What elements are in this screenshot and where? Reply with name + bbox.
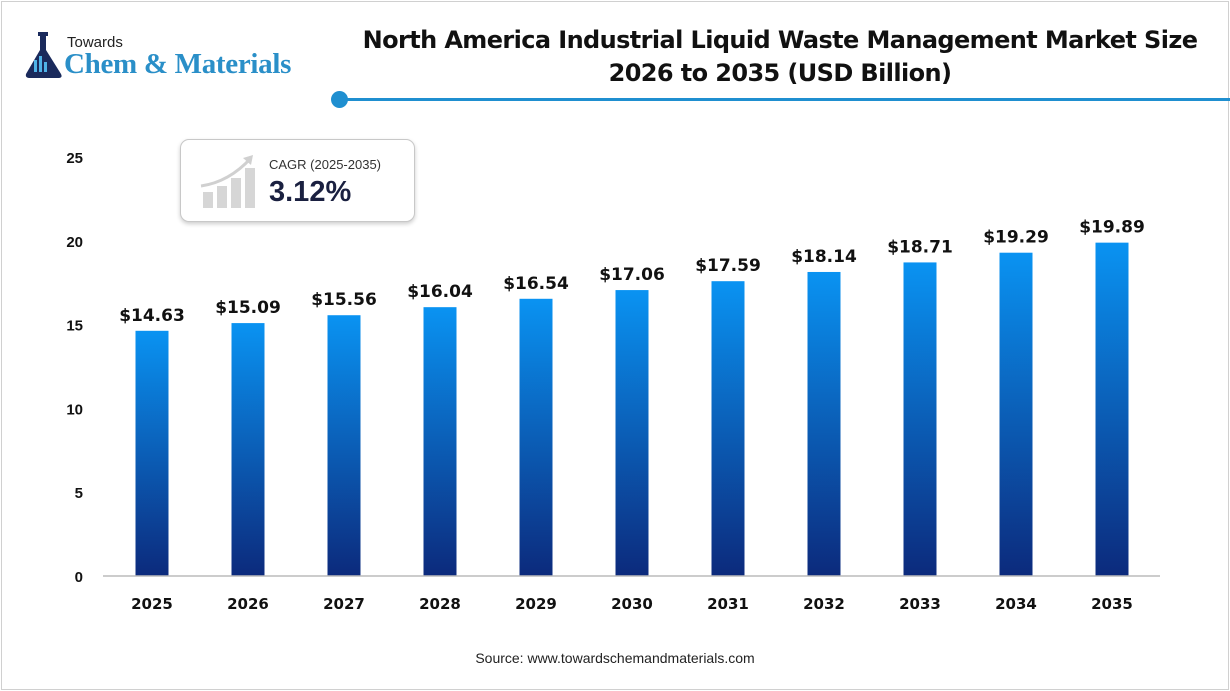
x-tick-label: 2030	[611, 595, 653, 613]
source-text: Source: www.towardschemandmaterials.com	[475, 650, 755, 666]
title-rule	[340, 98, 1230, 101]
y-tick-label: 5	[75, 485, 83, 502]
data-label: $15.09	[215, 298, 281, 318]
y-tick-label: 25	[66, 150, 83, 167]
x-tick-label: 2026	[227, 595, 269, 613]
y-tick-label: 15	[66, 318, 83, 335]
bar-2027	[327, 315, 361, 576]
data-label: $15.56	[311, 290, 377, 310]
bar-2031	[711, 281, 745, 576]
data-label: $17.59	[695, 256, 761, 276]
x-tick-label: 2027	[323, 595, 365, 613]
bar-2025	[135, 330, 169, 576]
x-tick-label: 2029	[515, 595, 557, 613]
x-tick-label: 2032	[803, 595, 845, 613]
x-tick-label: 2034	[995, 595, 1037, 613]
x-tick-label: 2033	[899, 595, 941, 613]
data-label: $17.06	[599, 265, 665, 285]
bar-2026	[231, 323, 265, 576]
bar-2030	[615, 290, 649, 576]
bar-2032	[807, 271, 841, 576]
bar-2035	[1095, 242, 1129, 576]
cagr-box: CAGR (2025-2035) 3.12%	[180, 139, 415, 222]
data-label: $16.54	[503, 274, 569, 294]
chart-title: North America Industrial Liquid Waste Ma…	[362, 26, 1198, 87]
x-tick-label: 2035	[1091, 595, 1133, 613]
y-tick-label: 20	[66, 234, 83, 251]
logo-towards: Towards	[67, 34, 123, 51]
x-tick-label: 2028	[419, 595, 461, 613]
data-label: $18.71	[887, 237, 953, 257]
bar-2034	[999, 252, 1033, 577]
y-tick-label: 0	[75, 569, 83, 586]
data-label: $19.89	[1079, 218, 1145, 238]
bar-2029	[519, 298, 553, 576]
cagr-label: CAGR (2025-2035)	[269, 157, 381, 172]
data-label: $16.04	[407, 282, 473, 302]
data-label: $18.14	[791, 247, 857, 267]
data-label: $19.29	[983, 228, 1049, 248]
growth-chart-icon	[200, 155, 255, 208]
logo-name: Chem & Materials	[64, 48, 292, 80]
title-rule-dot	[331, 91, 348, 108]
flask-icon	[25, 32, 62, 78]
y-tick-label: 10	[66, 401, 83, 418]
x-tick-label: 2031	[707, 595, 749, 613]
bar-2028	[423, 307, 457, 576]
bar-2033	[903, 262, 937, 576]
data-label: $14.63	[119, 306, 185, 326]
cagr-value: 3.12%	[269, 176, 352, 208]
x-tick-label: 2025	[131, 595, 173, 613]
